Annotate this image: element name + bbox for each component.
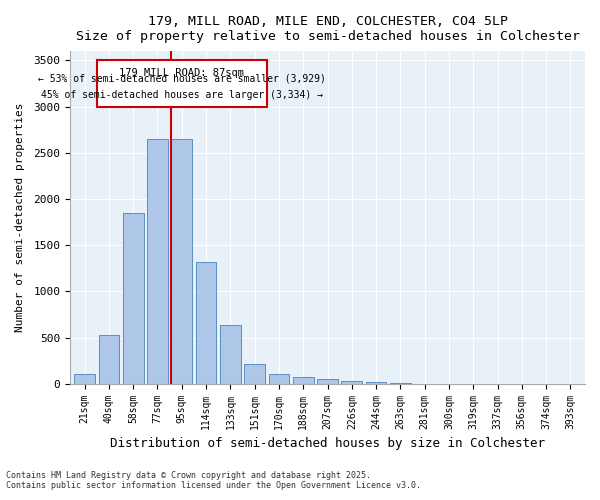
Text: 45% of semi-detached houses are larger (3,334) →: 45% of semi-detached houses are larger (… (41, 90, 323, 100)
Y-axis label: Number of semi-detached properties: Number of semi-detached properties (15, 102, 25, 332)
X-axis label: Distribution of semi-detached houses by size in Colchester: Distribution of semi-detached houses by … (110, 437, 545, 450)
Bar (269, 374, 289, 384)
Bar (74, 374, 95, 384)
Bar (172, 139, 192, 384)
Bar (196, 262, 217, 384)
Bar (366, 382, 386, 384)
Text: 179 MILL ROAD: 87sqm: 179 MILL ROAD: 87sqm (119, 68, 244, 78)
Title: 179, MILL ROAD, MILE END, COLCHESTER, CO4 5LP
Size of property relative to semi-: 179, MILL ROAD, MILE END, COLCHESTER, CO… (76, 15, 580, 43)
Bar (220, 326, 241, 384)
Bar (244, 364, 265, 384)
Text: Contains HM Land Registry data © Crown copyright and database right 2025.
Contai: Contains HM Land Registry data © Crown c… (6, 470, 421, 490)
Bar (98, 334, 119, 384)
Text: ← 53% of semi-detached houses are smaller (3,929): ← 53% of semi-detached houses are smalle… (38, 74, 326, 84)
Bar (147, 139, 168, 384)
Bar (341, 381, 362, 384)
Bar (317, 379, 338, 384)
FancyBboxPatch shape (97, 60, 267, 106)
Bar (123, 213, 143, 384)
Bar (293, 377, 314, 384)
